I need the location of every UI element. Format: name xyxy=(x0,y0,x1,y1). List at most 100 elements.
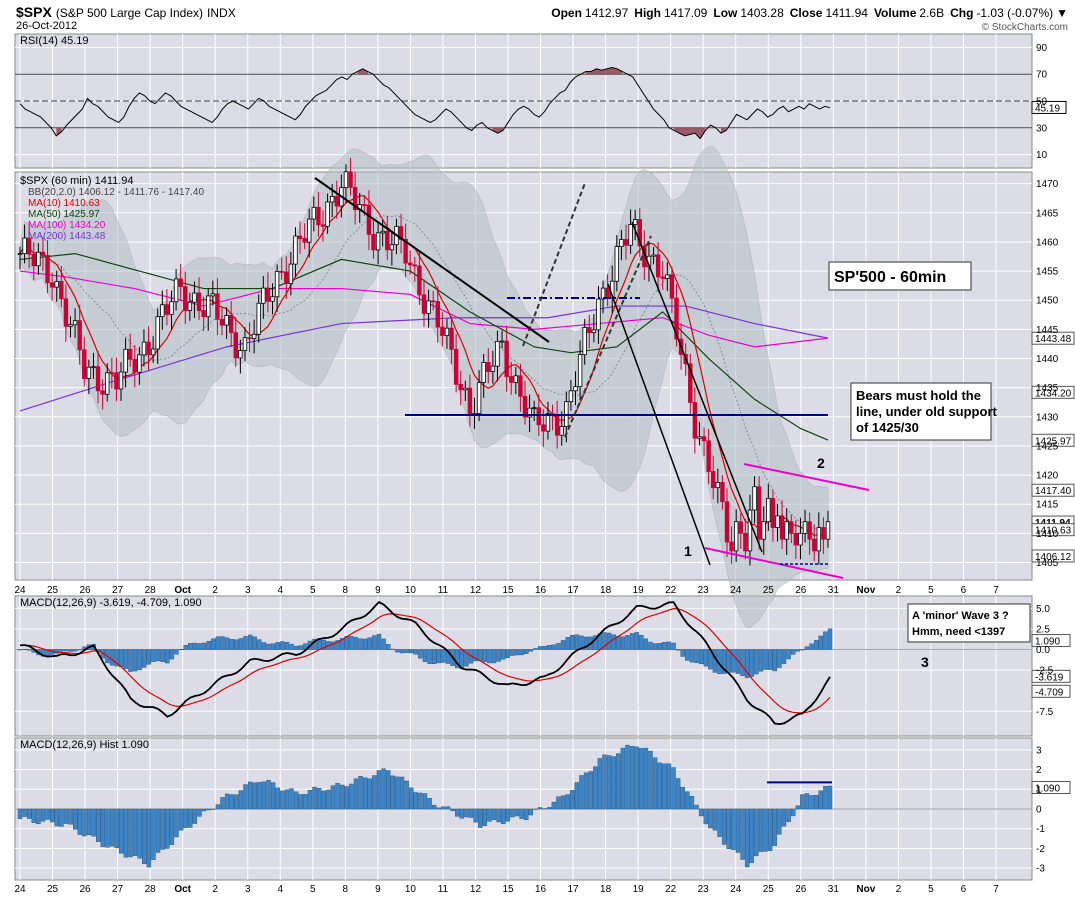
macd-hist-bar xyxy=(284,641,290,650)
x-tick-label: 4 xyxy=(277,585,283,596)
hist-bar xyxy=(349,783,354,810)
price-tag xyxy=(1031,483,1075,497)
candle-body xyxy=(320,224,326,227)
y-tick-label-macd: 5.0 xyxy=(1036,604,1050,615)
bears-note-line3: of 1425/30 xyxy=(856,420,919,435)
candle-body xyxy=(587,327,592,334)
hist-bar xyxy=(390,775,395,810)
y-tick-label-price: 1440 xyxy=(1036,354,1059,365)
candle-body xyxy=(224,315,229,326)
hist-bar xyxy=(823,786,828,810)
hist-bar xyxy=(726,808,731,849)
x-tick-label: 25 xyxy=(763,884,775,895)
x-tick-label: 7 xyxy=(993,884,999,895)
macd-tag xyxy=(1031,684,1071,698)
candle-body xyxy=(554,415,560,436)
candle-body xyxy=(348,171,353,188)
candle-body xyxy=(54,281,59,288)
candle-body xyxy=(665,274,670,279)
hist-bar xyxy=(689,796,695,810)
hist-bar xyxy=(40,808,46,822)
trend-line xyxy=(564,235,652,438)
hist-bar xyxy=(215,804,221,810)
hist-bar xyxy=(744,808,750,868)
hist-bar xyxy=(344,786,349,810)
macd-hist-bar xyxy=(514,649,520,656)
ma200-line xyxy=(19,305,829,412)
candle-body xyxy=(747,509,753,552)
candle-body xyxy=(766,497,771,523)
hist-bar xyxy=(459,808,465,819)
hist-bar xyxy=(257,782,262,810)
rsi-legend: RSI(14) 45.19 xyxy=(20,35,88,47)
y-tick-label-price: 1450 xyxy=(1036,296,1059,307)
hist-tag-text: 1.090 xyxy=(1035,784,1060,795)
candle-body xyxy=(366,204,372,235)
hist-bar xyxy=(376,770,382,810)
legend-bb: BB(20,2.0) 1406.12 - 1411.76 - 1417.40 xyxy=(28,187,204,198)
y-tick-label-price: 1410 xyxy=(1036,529,1059,540)
candle-body xyxy=(816,527,822,552)
macd-tag-text: -3.619 xyxy=(1035,672,1064,683)
macd-hist-bar xyxy=(390,648,395,650)
candle-body xyxy=(127,348,133,360)
candle-body xyxy=(256,302,261,335)
candle-body xyxy=(490,365,496,372)
candle-body xyxy=(192,292,197,303)
macd-hist-bar xyxy=(418,649,423,659)
candle-body xyxy=(738,521,743,534)
x-tick-label: 9 xyxy=(375,585,381,596)
macd-hist-bar xyxy=(206,641,211,650)
x-tick-label: 6 xyxy=(961,884,967,895)
price-layer: 1443.481434.201425.971417.401411.941410.… xyxy=(17,146,1075,629)
symbol-title: $SPX (S&P 500 Large Cap Index) INDX xyxy=(16,4,236,20)
hist-bar xyxy=(597,758,603,810)
candle-body xyxy=(31,253,36,267)
candle-body xyxy=(577,354,583,388)
candle-body xyxy=(274,270,280,298)
macd-hist-bar xyxy=(455,649,460,669)
macd-hist-bar xyxy=(698,649,704,665)
macd-hist-bar xyxy=(574,634,580,650)
hist-bar xyxy=(275,787,280,810)
candle-body xyxy=(821,527,826,540)
macd-hist-bar xyxy=(22,649,27,650)
hist-bar xyxy=(528,808,534,816)
hist-bar xyxy=(795,805,800,810)
y-tick-label-price: 1405 xyxy=(1036,558,1059,569)
x-tick-label: 3 xyxy=(245,884,251,895)
hist-bar xyxy=(468,808,474,818)
hist-bar xyxy=(220,797,225,810)
candle-body xyxy=(536,407,541,426)
macd-hist-bar xyxy=(234,639,239,650)
macd-line xyxy=(19,600,831,726)
hist-bar xyxy=(533,808,538,810)
candle-body xyxy=(518,375,523,397)
chart-date: 26-Oct-2012 xyxy=(16,20,77,32)
candle-body xyxy=(449,327,454,350)
price-tag xyxy=(1031,433,1075,447)
hist-bar xyxy=(165,808,170,849)
price-legend-main: $SPX (60 min) 1411.94 xyxy=(20,175,134,187)
macd-hist-bar xyxy=(17,649,23,651)
candle-body xyxy=(352,186,358,211)
x-tick-label: 19 xyxy=(633,884,645,895)
candle-body xyxy=(201,310,206,318)
hist-bar xyxy=(252,782,257,810)
candle-body xyxy=(36,251,41,267)
macd-hist-bar xyxy=(178,649,184,650)
candle-body xyxy=(284,271,289,285)
hist-bar xyxy=(675,778,681,810)
y-tick-label-hist: 0 xyxy=(1036,805,1042,816)
x-tick-label: 5 xyxy=(928,585,934,596)
macd-hist-bar xyxy=(59,649,64,652)
candle-body xyxy=(187,301,193,311)
macd-hist-bar xyxy=(809,643,814,650)
macd-hist-bar xyxy=(786,649,791,660)
hist-bar xyxy=(436,807,442,810)
price-tag xyxy=(1031,331,1075,345)
macd-hist-bar xyxy=(395,649,400,653)
candle-body xyxy=(674,297,679,340)
macd-hist-bar xyxy=(579,635,584,650)
macd-hist-bar xyxy=(772,649,777,672)
